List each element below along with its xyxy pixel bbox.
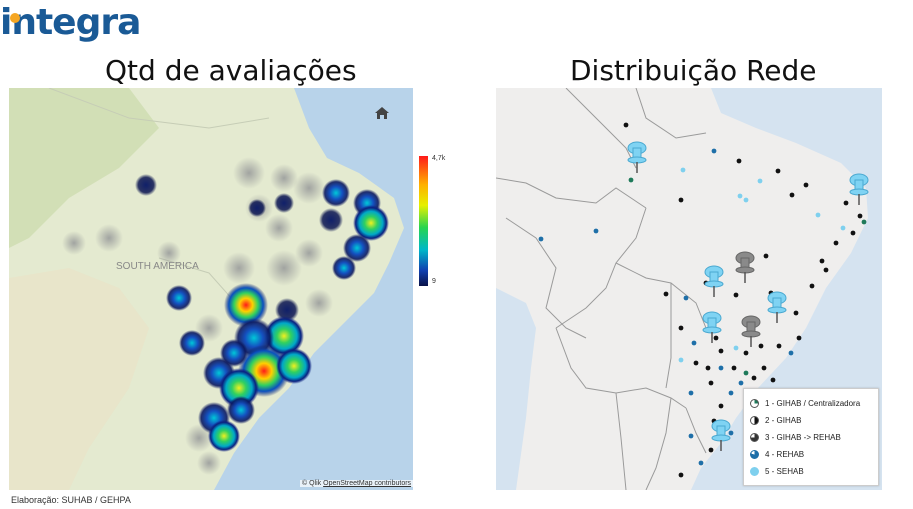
legend-swatch-icon <box>750 415 759 425</box>
legend-item[interactable]: 5 - SEHAB <box>750 465 804 477</box>
legend-item[interactable]: 1 - GIHAB / Centralizadora <box>750 397 860 409</box>
osm-contributors-link[interactable]: OpenStreetMap contributors <box>323 480 412 487</box>
legend-swatch-icon <box>750 466 759 476</box>
map-attribution: © Qlik OpenStreetMap contributors <box>300 480 414 487</box>
network-title: Distribuição Rede <box>570 54 817 87</box>
legend-item[interactable]: 4 - REHAB <box>750 448 804 460</box>
network-svg <box>496 88 868 490</box>
map-pin-icon[interactable] <box>701 310 723 344</box>
map-pin-icon[interactable] <box>734 250 756 284</box>
legend-swatch-icon <box>750 449 759 459</box>
footer-credit: Elaboração: SUHAB / GEHPA <box>11 495 131 505</box>
legend-label: 1 - GIHAB / Centralizadora <box>765 398 861 408</box>
legend-label: 3 - GIHAB -> REHAB <box>765 432 841 442</box>
heatmap-title: Qtd de avaliações <box>105 54 357 87</box>
logo-dot <box>10 13 20 23</box>
integra-logo: integra <box>0 2 141 43</box>
heatmap-map[interactable]: SOUTH AMERICA <box>9 88 413 490</box>
map-pin-icon[interactable] <box>710 418 732 452</box>
map-pin-icon[interactable] <box>766 290 788 324</box>
legend-item[interactable]: 3 - GIHAB -> REHAB <box>750 431 841 443</box>
legend-swatch-icon <box>750 432 759 442</box>
legend-swatch-icon <box>750 398 759 408</box>
map-pin-icon[interactable] <box>703 264 725 298</box>
attribution-prefix: © Qlik <box>302 480 322 487</box>
legend-label: 5 - SEHAB <box>765 466 804 476</box>
legend-item[interactable]: 2 - GIHAB <box>750 414 801 426</box>
network-map[interactable] <box>496 88 882 490</box>
home-icon[interactable] <box>374 105 390 121</box>
legend-label: 4 - REHAB <box>765 449 805 459</box>
map-pin-icon[interactable] <box>626 140 648 174</box>
scale-max-label: 4,7k <box>432 155 446 162</box>
heatmap-svg: SOUTH AMERICA <box>9 88 404 490</box>
scale-min-label: 9 <box>432 278 436 285</box>
map-pin-icon[interactable] <box>740 314 762 348</box>
logo-text: integra <box>0 2 141 43</box>
legend-label: 2 - GIHAB <box>765 415 802 425</box>
network-dots <box>538 122 867 478</box>
map-pin-icon[interactable] <box>848 172 870 206</box>
heatmap-color-scale <box>419 156 428 286</box>
south-america-label: SOUTH AMERICA <box>116 261 199 272</box>
network-legend: 1 - GIHAB / Centralizadora 2 - GIHAB 3 -… <box>743 388 879 486</box>
